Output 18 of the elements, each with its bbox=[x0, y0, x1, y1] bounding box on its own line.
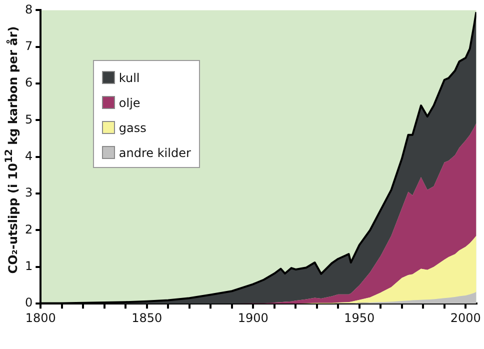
y-tick-label: 2 bbox=[24, 222, 33, 236]
y-tick-label: 0 bbox=[24, 296, 33, 310]
y-tick-label: 1 bbox=[24, 259, 33, 274]
y-tick-label: 4 bbox=[24, 149, 33, 164]
x-tick-label: 1900 bbox=[238, 310, 268, 325]
legend-label: kull bbox=[118, 70, 140, 85]
y-tick-label: 8 bbox=[24, 2, 33, 16]
y-tick-label: 7 bbox=[24, 39, 33, 53]
x-tick-label: 1850 bbox=[132, 310, 162, 325]
y-tick-label: 3 bbox=[24, 186, 33, 200]
x-tick-label: 2000 bbox=[450, 310, 481, 325]
legend-label: andre kilder bbox=[118, 146, 191, 160]
x-tick-label: 1950 bbox=[344, 310, 375, 325]
legend-label: olje bbox=[118, 96, 140, 110]
y-tick-label: 5 bbox=[24, 112, 33, 126]
x-tick-label: 1800 bbox=[25, 310, 56, 325]
y-tick-label: 6 bbox=[24, 76, 33, 90]
legend-label: gass bbox=[118, 120, 146, 135]
